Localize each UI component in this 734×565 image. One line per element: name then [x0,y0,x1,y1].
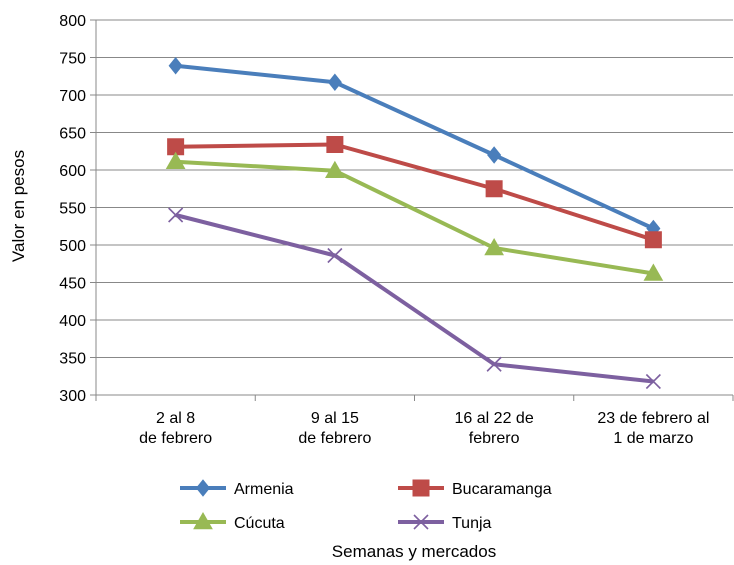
data-point-cucuta [165,151,186,169]
series-markers [165,56,664,390]
legend-item-tunja: Tunja [398,514,492,532]
data-point-armenia [327,73,342,92]
y-tick-label: 550 [59,201,86,218]
x-tick-label: 16 al 22 de febrero [455,410,534,447]
data-point-bucaramanga [644,231,662,249]
y-tick-label: 350 [59,351,86,368]
y-tick-label: 300 [59,388,86,405]
y-tick-label: 800 [59,13,86,30]
x-axis-title: Semanas y mercados [332,542,496,561]
series-line-tunja [175,213,654,384]
data-point-cucuta [484,237,504,256]
data-point-armenia [168,56,183,75]
legend-marker [195,479,211,497]
y-tick-label: 450 [59,276,86,293]
data-point-cucuta [643,263,664,281]
x-tick-label: 9 al 15 de febrero [298,410,371,447]
x-axis-ticks: 2 al 8 de febrero 9 al 15 de febrero 16 al 2… [95,395,734,447]
data-point-bucaramanga [326,136,344,153]
y-axis-title: Valor en pesos [9,150,28,262]
legend-item-cucuta: Cúcuta [180,511,285,532]
data-point-tunja [168,207,184,223]
y-tick-label: 700 [59,88,86,105]
data-point-armenia [487,146,502,164]
legend-marker [193,511,213,530]
legend-label: Cúcuta [234,515,285,532]
series-line-armenia [175,63,655,231]
legend-label: Armenia [234,481,294,498]
y-tick-label: 500 [59,238,86,255]
y-tick-label: 600 [59,163,86,180]
x-tick-label: 2 al 8 de febrero [139,410,212,447]
legend-marker [413,514,429,530]
legend-marker [412,479,430,497]
y-tick-label: 750 [59,51,86,68]
data-point-tunja [486,356,502,372]
y-tick-label: 400 [59,313,86,330]
legend-label: Bucaramanga [452,481,552,498]
y-tick-label: 650 [59,126,86,143]
legend-item-armenia: Armenia [180,479,294,498]
data-point-tunja [327,247,343,264]
gridlines [96,19,733,358]
series-line-cucuta [175,159,654,276]
series-line-bucaramanga [175,142,654,242]
legend-label: Tunja [452,515,492,532]
x-tick-label: 23 de febrero al 1 de marzo [597,410,709,447]
data-point-tunja [645,373,661,390]
legend: Armenia Bucaramanga Cúcuta Tunja [180,479,552,532]
data-point-bucaramanga [485,180,503,198]
legend-item-bucaramanga: Bucaramanga [398,479,552,498]
data-point-cucuta [325,160,345,178]
series-lines [175,63,655,384]
y-axis-ticks: 300 350 400 450 500 550 600 650 700 750 800 [59,13,96,405]
